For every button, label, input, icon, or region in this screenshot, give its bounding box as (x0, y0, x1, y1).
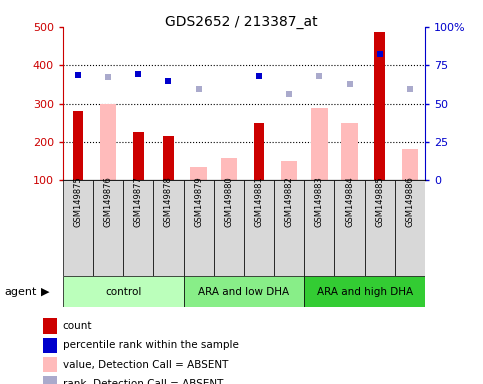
Bar (100, 104, 116, 180)
Bar (163, 136, 174, 180)
Bar (63, 180, 93, 276)
Bar (274, 180, 304, 276)
Bar (133, 132, 143, 180)
Bar (374, 32, 385, 180)
Bar (63, 276, 184, 307)
Text: ARA and low DHA: ARA and low DHA (199, 287, 289, 297)
Text: ▶: ▶ (41, 287, 50, 297)
Text: GSM149876: GSM149876 (103, 176, 113, 227)
Bar (154, 180, 184, 276)
Text: agent: agent (5, 287, 37, 297)
Text: rank, Detection Call = ABSENT: rank, Detection Call = ABSENT (63, 379, 223, 384)
Text: count: count (63, 321, 92, 331)
Text: GSM149886: GSM149886 (405, 176, 414, 227)
Bar (281, 161, 298, 180)
Text: GSM149883: GSM149883 (315, 176, 324, 227)
Bar (43, 357, 57, 372)
Bar (402, 149, 418, 180)
Text: GSM149884: GSM149884 (345, 176, 354, 227)
Bar (43, 376, 57, 384)
Text: percentile rank within the sample: percentile rank within the sample (63, 340, 239, 350)
Text: ARA and high DHA: ARA and high DHA (316, 287, 413, 297)
Text: GSM149885: GSM149885 (375, 176, 384, 227)
Bar (341, 123, 358, 180)
Text: value, Detection Call = ABSENT: value, Detection Call = ABSENT (63, 360, 228, 370)
Text: GDS2652 / 213387_at: GDS2652 / 213387_at (165, 15, 318, 29)
Text: GSM149879: GSM149879 (194, 176, 203, 227)
Bar (184, 180, 213, 276)
Text: GSM149877: GSM149877 (134, 176, 143, 227)
Bar (43, 338, 57, 353)
Bar (254, 123, 264, 180)
Bar (304, 180, 334, 276)
Bar (244, 180, 274, 276)
Bar (334, 180, 365, 276)
Bar (311, 108, 327, 180)
Text: GSM149875: GSM149875 (73, 176, 83, 227)
Bar (190, 167, 207, 180)
Text: control: control (105, 287, 142, 297)
Bar (365, 180, 395, 276)
Bar (184, 276, 304, 307)
Bar (93, 180, 123, 276)
Text: GSM149878: GSM149878 (164, 176, 173, 227)
Text: GSM149881: GSM149881 (255, 176, 264, 227)
Bar (43, 318, 57, 334)
Bar (123, 180, 154, 276)
Text: GSM149880: GSM149880 (224, 176, 233, 227)
Bar (221, 158, 237, 180)
Bar (72, 111, 83, 180)
Text: GSM149882: GSM149882 (284, 176, 294, 227)
Bar (213, 180, 244, 276)
Bar (395, 180, 425, 276)
Bar (304, 276, 425, 307)
